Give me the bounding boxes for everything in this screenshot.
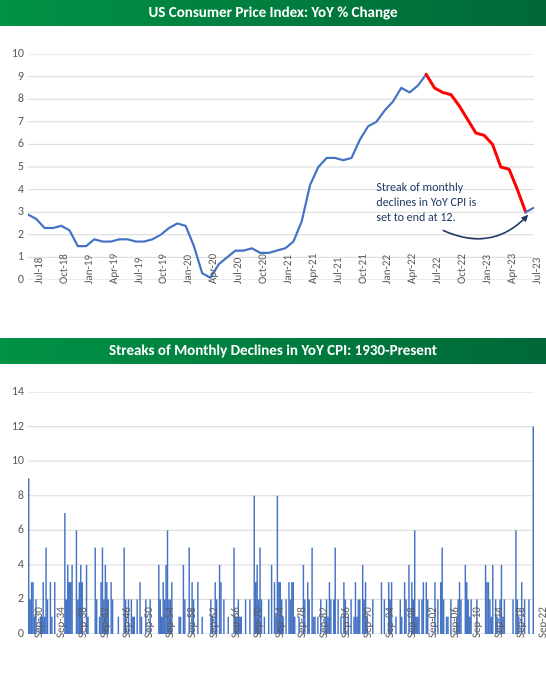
- x-tick-label: Sep-90: [361, 607, 374, 638]
- x-tick-label: Sep-06: [448, 607, 461, 638]
- chart1-annotation: Streak of monthly declines in YoY CPI is…: [376, 181, 476, 226]
- x-tick-label: Sep-58: [185, 607, 198, 638]
- y-tick-label: 2: [18, 228, 28, 242]
- y-tick-label: 4: [18, 558, 28, 572]
- y-tick-label: 8: [18, 92, 28, 106]
- chart1-plot-area: Streak of monthly declines in YoY CPI is…: [28, 54, 534, 280]
- x-tick-label: Apr-22: [405, 254, 418, 284]
- x-tick-label: Sep-30: [32, 607, 45, 638]
- x-tick-label: Jan-20: [181, 255, 194, 284]
- x-tick-label: Sep-66: [229, 607, 242, 638]
- x-tick-label: Jan-19: [82, 255, 95, 284]
- y-tick-label: 5: [18, 160, 28, 174]
- x-tick-label: Sep-62: [207, 607, 220, 638]
- x-tick-label: Jul-23: [530, 258, 543, 284]
- y-tick-label: 3: [18, 205, 28, 219]
- x-tick-label: Sep-94: [383, 607, 396, 638]
- y-tick-label: 9: [18, 70, 28, 84]
- x-tick-label: Oct-22: [455, 254, 468, 284]
- y-tick-label: 14: [12, 385, 28, 399]
- y-tick-label: 0: [18, 273, 28, 287]
- y-tick-label: 4: [18, 183, 28, 197]
- y-tick-label: 8: [18, 489, 28, 503]
- x-tick-label: Sep-14: [492, 607, 505, 638]
- x-tick-label: Oct-21: [356, 254, 369, 284]
- x-tick-label: Sep-42: [98, 607, 111, 638]
- y-tick-label: 0: [18, 627, 28, 641]
- y-tick-label: 6: [18, 523, 28, 537]
- x-tick-label: Sep-38: [76, 607, 89, 638]
- x-tick-label: Oct-19: [156, 254, 169, 284]
- x-tick-label: Sep-10: [470, 607, 483, 638]
- streaks-chart: Streaks of Monthly Declines in YoY CPI: …: [0, 338, 546, 678]
- x-tick-label: Sep-74: [273, 607, 286, 638]
- x-tick-label: Oct-20: [256, 254, 269, 284]
- chart1-title: US Consumer Price Index: YoY % Change: [0, 0, 546, 26]
- x-tick-label: Oct-18: [57, 254, 70, 284]
- annotation-line2: declines in YoY CPI is: [376, 196, 476, 211]
- x-tick-label: Jan-22: [380, 255, 393, 284]
- cpi-yoy-chart: US Consumer Price Index: YoY % Change St…: [0, 0, 546, 318]
- x-tick-label: Sep-02: [426, 607, 439, 638]
- y-tick-label: 10: [12, 454, 28, 468]
- annotation-line1: Streak of monthly: [376, 181, 476, 196]
- y-tick-label: 10: [12, 47, 28, 61]
- y-tick-label: 12: [12, 420, 28, 434]
- x-tick-label: Sep-34: [54, 607, 67, 638]
- x-tick-label: Sep-70: [251, 607, 264, 638]
- annotation-line3: set to end at 12.: [376, 211, 476, 226]
- x-tick-label: Jan-21: [281, 255, 294, 284]
- x-tick-label: Jan-23: [480, 255, 493, 284]
- x-tick-label: Sep-46: [120, 607, 133, 638]
- x-tick-label: Jul-21: [331, 258, 344, 284]
- x-tick-label: Apr-21: [306, 254, 319, 284]
- x-tick-label: Sep-54: [163, 607, 176, 638]
- x-tick-label: Sep-82: [317, 607, 330, 638]
- x-tick-label: Jul-20: [231, 258, 244, 284]
- x-tick-label: Apr-19: [107, 254, 120, 284]
- y-tick-label: 1: [18, 250, 28, 264]
- chart2-title: Streaks of Monthly Declines in YoY CPI: …: [0, 338, 546, 364]
- x-tick-label: Jul-19: [132, 258, 145, 284]
- x-tick-label: Jul-22: [430, 258, 443, 284]
- x-tick-label: Sep-22: [536, 607, 546, 638]
- x-tick-label: Apr-23: [505, 254, 518, 284]
- x-tick-label: Jul-18: [32, 258, 45, 284]
- chart2-plot-area: 02468101214Sep-30Sep-34Sep-38Sep-42Sep-4…: [28, 392, 534, 634]
- y-tick-label: 6: [18, 137, 28, 151]
- x-tick-label: Sep-86: [339, 607, 352, 638]
- x-tick-label: Sep-18: [514, 607, 527, 638]
- x-tick-label: Sep-98: [405, 607, 418, 638]
- chart1-svg: [28, 54, 534, 280]
- x-tick-label: Sep-50: [142, 607, 155, 638]
- x-tick-label: Sep-78: [295, 607, 308, 638]
- y-tick-label: 7: [18, 115, 28, 129]
- chart2-svg: [28, 392, 534, 634]
- y-tick-label: 2: [18, 592, 28, 606]
- x-tick-label: Apr-20: [206, 254, 219, 284]
